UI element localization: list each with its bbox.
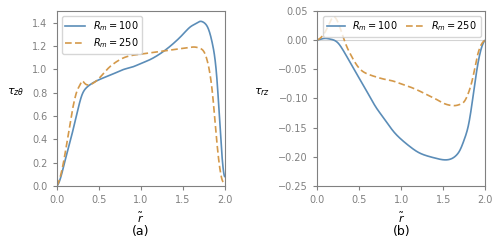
$R_m=250$	[390, 80, 396, 83]
Text: (a): (a)	[132, 225, 150, 238]
$R_m=100$	[314, 39, 320, 42]
$R_m=250$	[441, 102, 447, 105]
$R_m=250$	[84, 83, 89, 86]
$R_m=100$	[130, 65, 136, 68]
$R_m=250$	[414, 88, 420, 91]
$R_m=100$	[482, 39, 488, 42]
$R_m=100$	[344, 56, 350, 59]
$R_m=250$	[97, 76, 103, 79]
Legend: $R_m=100$, $R_m=250$: $R_m=100$, $R_m=250$	[323, 16, 480, 37]
Line: $R_m=100$: $R_m=100$	[56, 21, 225, 186]
$R_m=100$	[166, 46, 172, 49]
Y-axis label: $\tau_{rz}$: $\tau_{rz}$	[254, 87, 270, 98]
X-axis label: $\tilde{r}$: $\tilde{r}$	[398, 211, 405, 225]
$R_m=250$	[54, 185, 60, 187]
$R_m=250$	[426, 94, 432, 97]
$R_m=100$	[441, 158, 447, 161]
$R_m=250$	[358, 68, 364, 71]
$R_m=250$	[190, 46, 196, 49]
$R_m=100$	[426, 155, 432, 158]
$R_m=100$	[222, 175, 228, 178]
$R_m=100$	[84, 86, 89, 89]
$R_m=250$	[331, 15, 337, 18]
$R_m=250$	[180, 47, 186, 50]
$R_m=250$	[482, 39, 488, 42]
$R_m=100$	[198, 20, 203, 23]
$R_m=100$	[97, 78, 103, 81]
$R_m=250$	[222, 179, 228, 182]
$R_m=250$	[153, 51, 159, 54]
$R_m=100$	[442, 158, 448, 161]
$R_m=100$	[180, 32, 186, 35]
$R_m=100$	[153, 55, 159, 58]
Line: $R_m=250$: $R_m=250$	[56, 47, 225, 186]
$R_m=100$	[390, 130, 396, 133]
$R_m=250$	[130, 54, 136, 57]
Line: $R_m=250$: $R_m=250$	[317, 17, 486, 106]
Text: (b): (b)	[392, 225, 410, 238]
$R_m=250$	[166, 49, 172, 52]
X-axis label: $\tilde{r}$: $\tilde{r}$	[138, 211, 144, 225]
$R_m=100$	[414, 150, 420, 153]
$R_m=250$	[451, 104, 457, 107]
$R_m=100$	[358, 79, 364, 82]
Y-axis label: $\tau_{z\theta}$: $\tau_{z\theta}$	[7, 87, 24, 98]
Legend: $R_m=100$, $R_m=250$: $R_m=100$, $R_m=250$	[62, 16, 142, 54]
$R_m=250$	[344, 46, 350, 49]
$R_m=100$	[54, 185, 60, 187]
$R_m=100$	[322, 37, 328, 40]
$R_m=250$	[314, 39, 320, 42]
Line: $R_m=100$: $R_m=100$	[317, 38, 486, 160]
